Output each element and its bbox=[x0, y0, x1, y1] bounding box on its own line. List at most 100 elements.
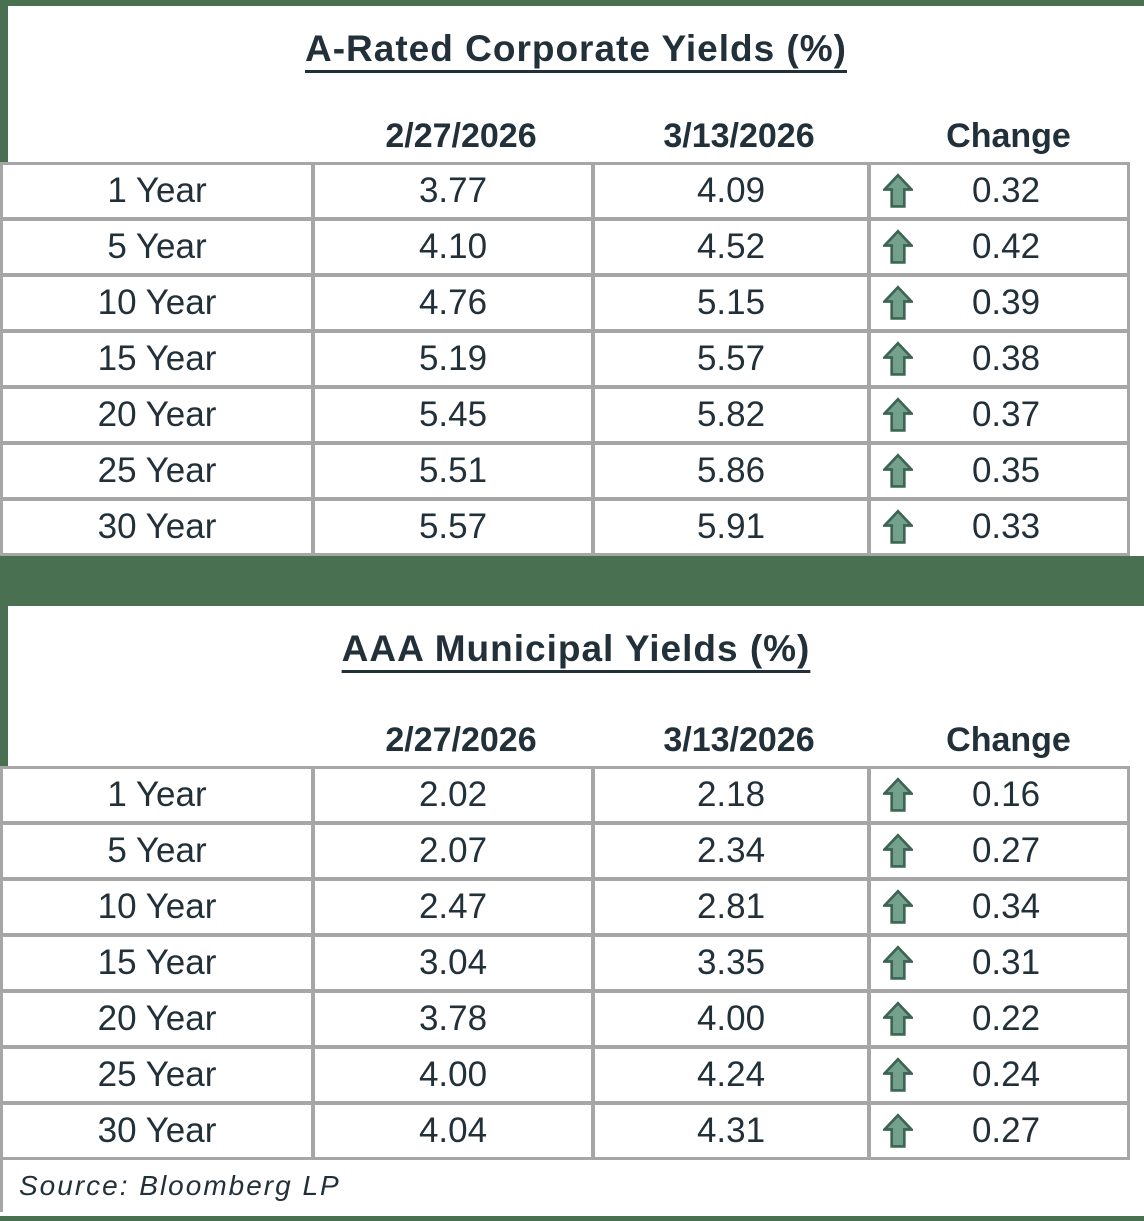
change-value: 0.27 bbox=[971, 1111, 1041, 1150]
bottom-border-bar bbox=[0, 1216, 1144, 1221]
change-value: 0.22 bbox=[971, 999, 1041, 1038]
yield-value-date-1: 3.04 bbox=[315, 937, 591, 989]
source-note-row: Source: Bloomberg LP bbox=[0, 1160, 1130, 1212]
row-label: 1 Year bbox=[3, 165, 311, 217]
yield-value-date-2: 5.86 bbox=[595, 445, 867, 497]
change-value: 0.16 bbox=[971, 775, 1041, 814]
change-direction-up bbox=[883, 229, 913, 265]
column-header-date-1: 2/27/2026 bbox=[385, 117, 537, 155]
yield-value-date-2: 4.24 bbox=[595, 1049, 867, 1101]
change-direction-up bbox=[883, 453, 913, 489]
row-label: 10 Year bbox=[3, 881, 311, 933]
yield-value-date-2: 5.15 bbox=[595, 277, 867, 329]
corporate-table-title: A-Rated Corporate Yields (%) bbox=[305, 28, 847, 69]
row-label: 5 Year bbox=[3, 221, 311, 273]
up-arrow-icon bbox=[883, 229, 913, 264]
column-header-date-2: 3/13/2026 bbox=[663, 117, 815, 155]
municipal-column-headers: 2/27/2026 3/13/2026 Change bbox=[8, 721, 1138, 766]
up-arrow-icon bbox=[883, 453, 913, 488]
yield-value-date-1: 5.51 bbox=[315, 445, 591, 497]
change-cell: 0.27 bbox=[871, 825, 1127, 877]
column-header-date-2: 3/13/2026 bbox=[663, 721, 815, 759]
column-header-change: Change bbox=[946, 117, 1071, 155]
change-cell: 0.33 bbox=[871, 501, 1127, 553]
yield-value-date-1: 2.02 bbox=[315, 769, 591, 821]
up-arrow-icon bbox=[883, 833, 913, 868]
yield-value-date-1: 5.45 bbox=[315, 389, 591, 441]
row-label-header-spacer bbox=[11, 721, 319, 760]
change-cell: 0.24 bbox=[871, 1049, 1127, 1101]
change-cell: 0.31 bbox=[871, 937, 1127, 989]
change-cell: 0.39 bbox=[871, 277, 1127, 329]
change-direction-up bbox=[883, 397, 913, 433]
yield-value-date-2: 4.09 bbox=[595, 165, 867, 217]
change-value: 0.37 bbox=[971, 395, 1041, 434]
up-arrow-icon bbox=[883, 397, 913, 432]
change-direction-up bbox=[883, 341, 913, 377]
row-label: 15 Year bbox=[3, 333, 311, 385]
up-arrow-icon bbox=[883, 1113, 913, 1148]
up-arrow-icon bbox=[883, 1057, 913, 1092]
change-value: 0.39 bbox=[971, 283, 1041, 322]
change-value: 0.34 bbox=[971, 887, 1041, 926]
change-direction-up bbox=[883, 777, 913, 813]
up-arrow-icon bbox=[883, 285, 913, 320]
change-cell: 0.35 bbox=[871, 445, 1127, 497]
corporate-yields-table: 1 Year 3.77 4.09 0.32 5 Year 4.10 4.52 0.42 10 Y… bbox=[0, 162, 1130, 556]
change-direction-up bbox=[883, 285, 913, 321]
yield-value-date-1: 3.78 bbox=[315, 993, 591, 1045]
change-value: 0.31 bbox=[971, 943, 1041, 982]
change-cell: 0.16 bbox=[871, 769, 1127, 821]
change-direction-up bbox=[883, 833, 913, 869]
yield-value-date-1: 4.76 bbox=[315, 277, 591, 329]
yield-value-date-1: 4.00 bbox=[315, 1049, 591, 1101]
change-direction-up bbox=[883, 1113, 913, 1149]
yield-value-date-1: 2.47 bbox=[315, 881, 591, 933]
yield-value-date-2: 5.57 bbox=[595, 333, 867, 385]
yield-value-date-2: 5.91 bbox=[595, 501, 867, 553]
yield-value-date-1: 4.10 bbox=[315, 221, 591, 273]
up-arrow-icon bbox=[883, 1001, 913, 1036]
up-arrow-icon bbox=[883, 173, 913, 208]
corporate-yields-header: A-Rated Corporate Yields (%) 2/27/2026 3… bbox=[0, 6, 1144, 162]
row-label: 25 Year bbox=[3, 445, 311, 497]
change-value: 0.24 bbox=[971, 1055, 1041, 1094]
change-direction-up bbox=[883, 945, 913, 981]
change-value: 0.33 bbox=[971, 507, 1041, 546]
change-direction-up bbox=[883, 1057, 913, 1093]
column-header-date-1: 2/27/2026 bbox=[385, 721, 537, 759]
yield-value-date-1: 5.57 bbox=[315, 501, 591, 553]
change-direction-up bbox=[883, 173, 913, 209]
up-arrow-icon bbox=[883, 509, 913, 544]
municipal-yields-table: 1 Year 2.02 2.18 0.16 5 Year 2.07 2.34 0.27 10 Y… bbox=[0, 766, 1130, 1160]
change-direction-up bbox=[883, 509, 913, 545]
yield-value-date-1: 5.19 bbox=[315, 333, 591, 385]
change-direction-up bbox=[883, 889, 913, 925]
change-direction-up bbox=[883, 1001, 913, 1037]
yield-value-date-2: 3.35 bbox=[595, 937, 867, 989]
municipal-yields-header: AAA Municipal Yields (%) 2/27/2026 3/13/… bbox=[0, 606, 1144, 766]
yield-value-date-2: 4.00 bbox=[595, 993, 867, 1045]
row-label: 5 Year bbox=[3, 825, 311, 877]
source-note: Source: Bloomberg LP bbox=[19, 1170, 341, 1201]
yield-value-date-2: 2.81 bbox=[595, 881, 867, 933]
change-cell: 0.37 bbox=[871, 389, 1127, 441]
up-arrow-icon bbox=[883, 945, 913, 980]
change-value: 0.27 bbox=[971, 831, 1041, 870]
yield-value-date-2: 4.31 bbox=[595, 1105, 867, 1157]
yield-value-date-2: 2.18 bbox=[595, 769, 867, 821]
yield-value-date-2: 5.82 bbox=[595, 389, 867, 441]
row-label: 30 Year bbox=[3, 1105, 311, 1157]
top-border-bar bbox=[0, 0, 1144, 6]
municipal-table-title: AAA Municipal Yields (%) bbox=[341, 628, 811, 669]
yield-value-date-1: 4.04 bbox=[315, 1105, 591, 1157]
yield-value-date-1: 2.07 bbox=[315, 825, 591, 877]
up-arrow-icon bbox=[883, 889, 913, 924]
up-arrow-icon bbox=[883, 341, 913, 376]
change-value: 0.35 bbox=[971, 451, 1041, 490]
yield-value-date-2: 2.34 bbox=[595, 825, 867, 877]
row-label: 20 Year bbox=[3, 389, 311, 441]
yield-value-date-1: 3.77 bbox=[315, 165, 591, 217]
change-value: 0.32 bbox=[971, 171, 1041, 210]
